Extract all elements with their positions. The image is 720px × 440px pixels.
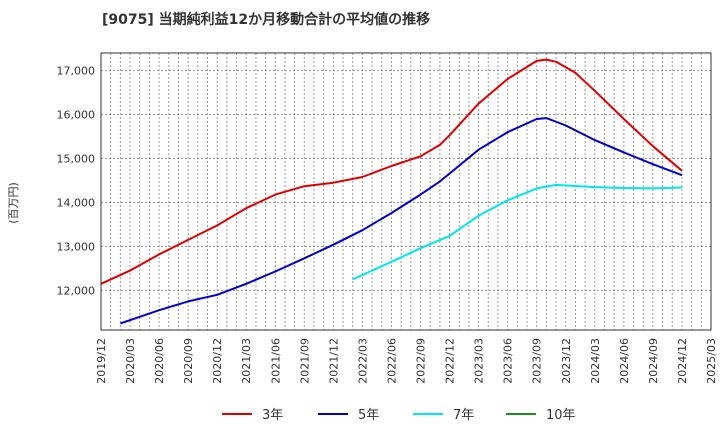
- chart-title: [9075] 当期純利益12か月移動合計の平均値の推移: [102, 11, 430, 28]
- y-ticks: 12,000 13,000 14,000 15,000 16,000 17,000: [57, 65, 96, 298]
- legend: 3年 5年 7年 10年: [222, 408, 576, 423]
- x-tick-label: 2020/03: [124, 338, 137, 384]
- plot-area: [100, 52, 712, 331]
- y-tick-label: 16,000: [57, 109, 96, 122]
- legend-label: 7年: [453, 408, 474, 423]
- legend-label: 3年: [262, 408, 283, 423]
- series-line-5年: [120, 117, 683, 325]
- y-tick-label: 15,000: [57, 153, 96, 166]
- x-ticks: 2019/12 2020/03 2020/06 2020/09 2020/12 2021/…: [95, 338, 718, 384]
- x-tick-label: 2022/03: [356, 338, 369, 384]
- y-tick-label: 12,000: [57, 284, 96, 297]
- x-tick-label: 2024/03: [589, 338, 602, 384]
- y-tick-label: 13,000: [57, 240, 96, 253]
- x-tick-label: 2020/06: [153, 338, 166, 384]
- x-tick-label: 2023/06: [502, 338, 515, 384]
- series-line-3年: [100, 58, 683, 285]
- x-tick-label: 2021/12: [327, 338, 340, 384]
- legend-label: 5年: [358, 408, 379, 423]
- x-tick-label: 2020/09: [182, 338, 195, 384]
- x-tick-label: 2024/06: [618, 338, 631, 384]
- x-tick-label: 2021/06: [269, 338, 282, 384]
- x-tick-label: 2024/09: [647, 338, 660, 384]
- x-tick-label: 2023/12: [560, 338, 573, 384]
- y-tick-label: 17,000: [57, 65, 96, 78]
- legend-label: 10年: [546, 408, 576, 423]
- series-lines: [100, 58, 683, 325]
- x-tick-label: 2023/09: [531, 338, 544, 384]
- x-tick-label: 2024/12: [676, 338, 689, 384]
- y-tick-label: 14,000: [57, 196, 96, 209]
- x-tick-label: 2022/09: [415, 338, 428, 384]
- x-tick-label: 2021/03: [240, 338, 253, 384]
- x-tick-label: 2022/12: [444, 338, 457, 384]
- y-axis-label: (百万円): [7, 182, 20, 224]
- x-tick-label: 2019/12: [95, 338, 108, 384]
- x-tick-label: 2025/03: [705, 338, 718, 384]
- x-tick-label: 2023/03: [473, 338, 486, 384]
- series-line-7年: [352, 183, 683, 281]
- x-tick-label: 2022/06: [385, 338, 398, 384]
- x-tick-label: 2021/09: [298, 338, 311, 384]
- x-tick-label: 2020/12: [211, 338, 224, 384]
- grid: [100, 53, 712, 330]
